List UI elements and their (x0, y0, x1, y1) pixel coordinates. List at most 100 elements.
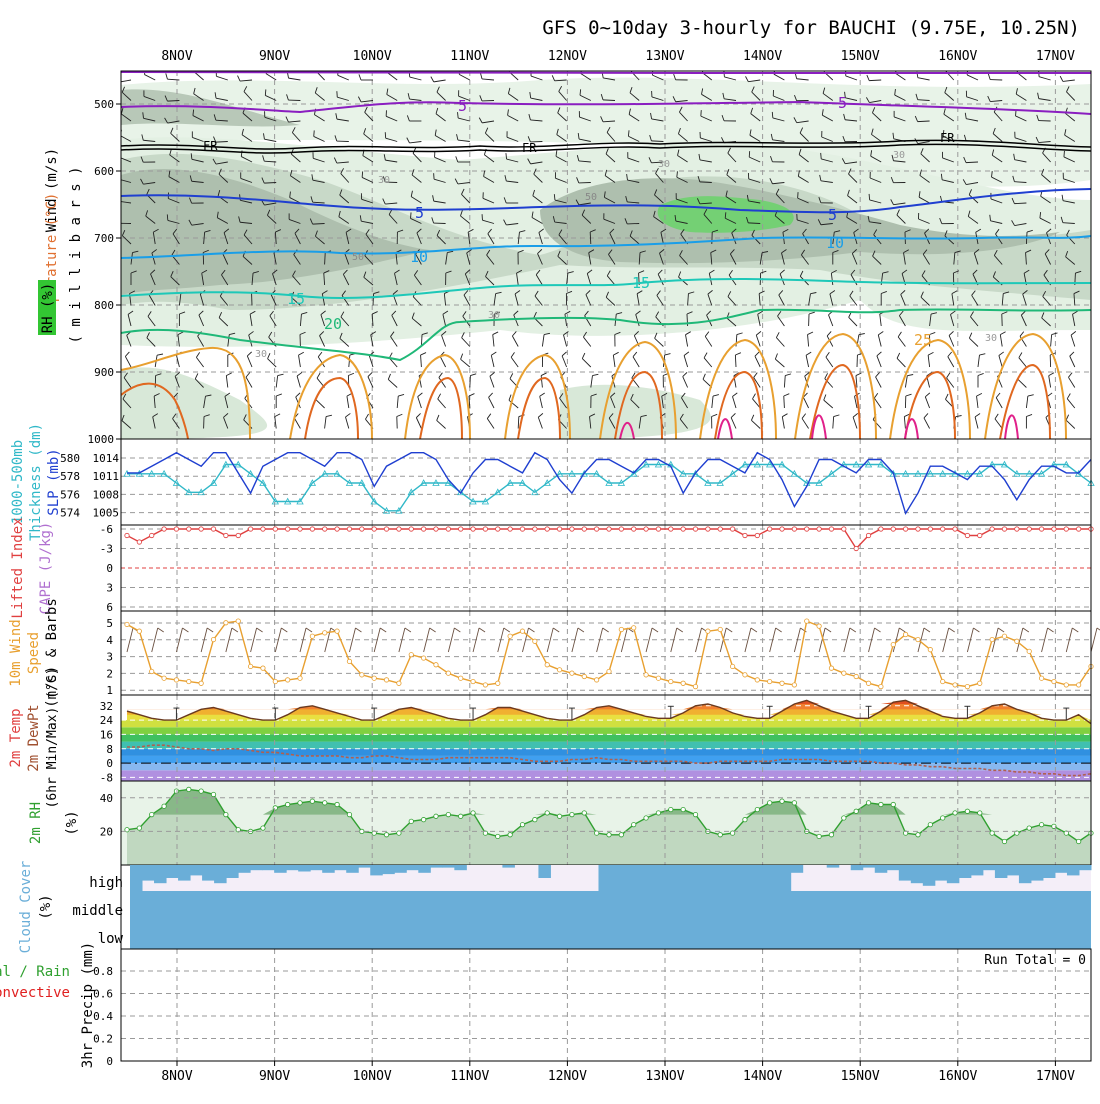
lifted-index-point (261, 527, 265, 531)
lifted-index-point (953, 527, 957, 531)
rh2m-point (644, 816, 648, 820)
lifted-index-point (347, 527, 351, 531)
wind10-barb-flag (998, 628, 1004, 632)
rh2m-point (335, 802, 339, 806)
upper-barb-flag (821, 153, 822, 159)
rh2m-point (471, 811, 475, 815)
wind10m-point (347, 659, 351, 663)
cloud-high-bar (719, 865, 732, 891)
lifted-index-point (940, 527, 944, 531)
upper-ylabel-600: 600 (94, 165, 114, 178)
date-bottom-16NOV: 16NOV (938, 1069, 977, 1084)
cloud-high-bar (827, 865, 840, 868)
rh2m-point (990, 831, 994, 835)
rh2m-point (681, 807, 685, 811)
wind10m-point (780, 681, 784, 685)
rh2m-point (285, 802, 289, 806)
label-3hr-precip: 3hr Precip (mm) (80, 942, 96, 1068)
lifted-index-point (866, 533, 870, 537)
wind10m-point (842, 671, 846, 675)
cloud-high-bar (611, 865, 624, 891)
label-millibars: ( m i l l i b a r s ) (68, 166, 84, 343)
upper-barb (470, 376, 471, 388)
cloud-high-bar (935, 865, 948, 881)
label-orange-25: 25 (914, 331, 932, 349)
rh2m-point (496, 834, 500, 838)
wind10m-point (187, 679, 191, 683)
rh2m-point (360, 829, 364, 833)
wind10m-point (805, 619, 809, 623)
wind10-barb-flag (949, 628, 955, 632)
cloud-high-bar (322, 865, 335, 873)
lifted-index-point (162, 527, 166, 531)
wind10-barb-flag (232, 628, 238, 632)
lifted-index-point (434, 527, 438, 531)
wind10m-point (866, 681, 870, 685)
wind10-barb (1091, 628, 1097, 652)
wind10m-point (150, 669, 154, 673)
lifted-index-point (1027, 527, 1031, 531)
wind10m-point (409, 652, 413, 656)
lifted-index-point (805, 527, 809, 531)
precip-tick-0.6: 0.6 (93, 988, 113, 1001)
precip-tick-0: 0 (106, 1055, 113, 1068)
rh2m-point (965, 809, 969, 813)
wind10m-point (965, 684, 969, 688)
cloud-level-low: low (98, 931, 124, 947)
wind10m-point (693, 684, 697, 688)
lifted-index-point (780, 527, 784, 531)
label-2m-dewpt: 2m DewPt (26, 704, 42, 771)
upper-barb (264, 183, 276, 184)
wind10m-point (557, 668, 561, 672)
upper-ylabel-1000: 1000 (88, 433, 115, 446)
lifted-index-point (557, 527, 561, 531)
wind10m-point (1064, 683, 1068, 687)
rh2m-point (174, 789, 178, 793)
date-top-14NOV: 14NOV (743, 49, 782, 64)
cloud-high-bar (767, 865, 780, 891)
rh2m-point (137, 826, 141, 830)
upper-barb (518, 417, 519, 429)
rh2m-point (545, 811, 549, 815)
rh2m-point (891, 802, 895, 806)
wind10-barb-flag (257, 628, 263, 632)
cloud-high-bar (899, 865, 912, 881)
label-rh-50b: 50 (352, 252, 364, 263)
cloud-high-bar (971, 865, 984, 875)
lifted-index-point (990, 527, 994, 531)
thick-left-574: 574 (60, 507, 80, 520)
lifted-index-point (421, 527, 425, 531)
wind10-barb-flag (454, 628, 460, 632)
lifted-index-point (323, 527, 327, 531)
lifted-index-point (644, 527, 648, 531)
wind10-barb-flag (1072, 628, 1078, 632)
label-rh-percent: RH (%) (40, 283, 56, 334)
cloud-high-bar (1007, 865, 1020, 875)
lifted-index-point (1052, 527, 1056, 531)
rh2m-point (953, 811, 957, 815)
cloud-high-bar (671, 865, 684, 891)
wind10m-point (755, 678, 759, 682)
cloud-high-bar (166, 865, 179, 878)
wind10-barb-flag (850, 628, 856, 632)
rh2m-point (669, 807, 673, 811)
cloud-high-bar (142, 865, 155, 881)
temp-warm-band-30 (127, 700, 1091, 709)
cloud-high-bar (647, 865, 660, 891)
label-rh-50a: 50 (585, 192, 597, 203)
lifted-index-point (928, 527, 932, 531)
wind10-barb-flag (652, 628, 658, 632)
thickness-line (127, 465, 1091, 511)
wind10-barb-flag (306, 628, 312, 632)
date-bottom-17NOV: 17NOV (1036, 1069, 1075, 1084)
rh2m-point (187, 787, 191, 791)
upper-barb-flag (314, 130, 315, 136)
wind10m-point (978, 681, 982, 685)
precip-grid (121, 949, 1091, 1061)
wind10m-point (570, 671, 574, 675)
lifted-index-point (545, 527, 549, 531)
upper-barb-flag (119, 173, 120, 179)
rh2m-point (743, 817, 747, 821)
